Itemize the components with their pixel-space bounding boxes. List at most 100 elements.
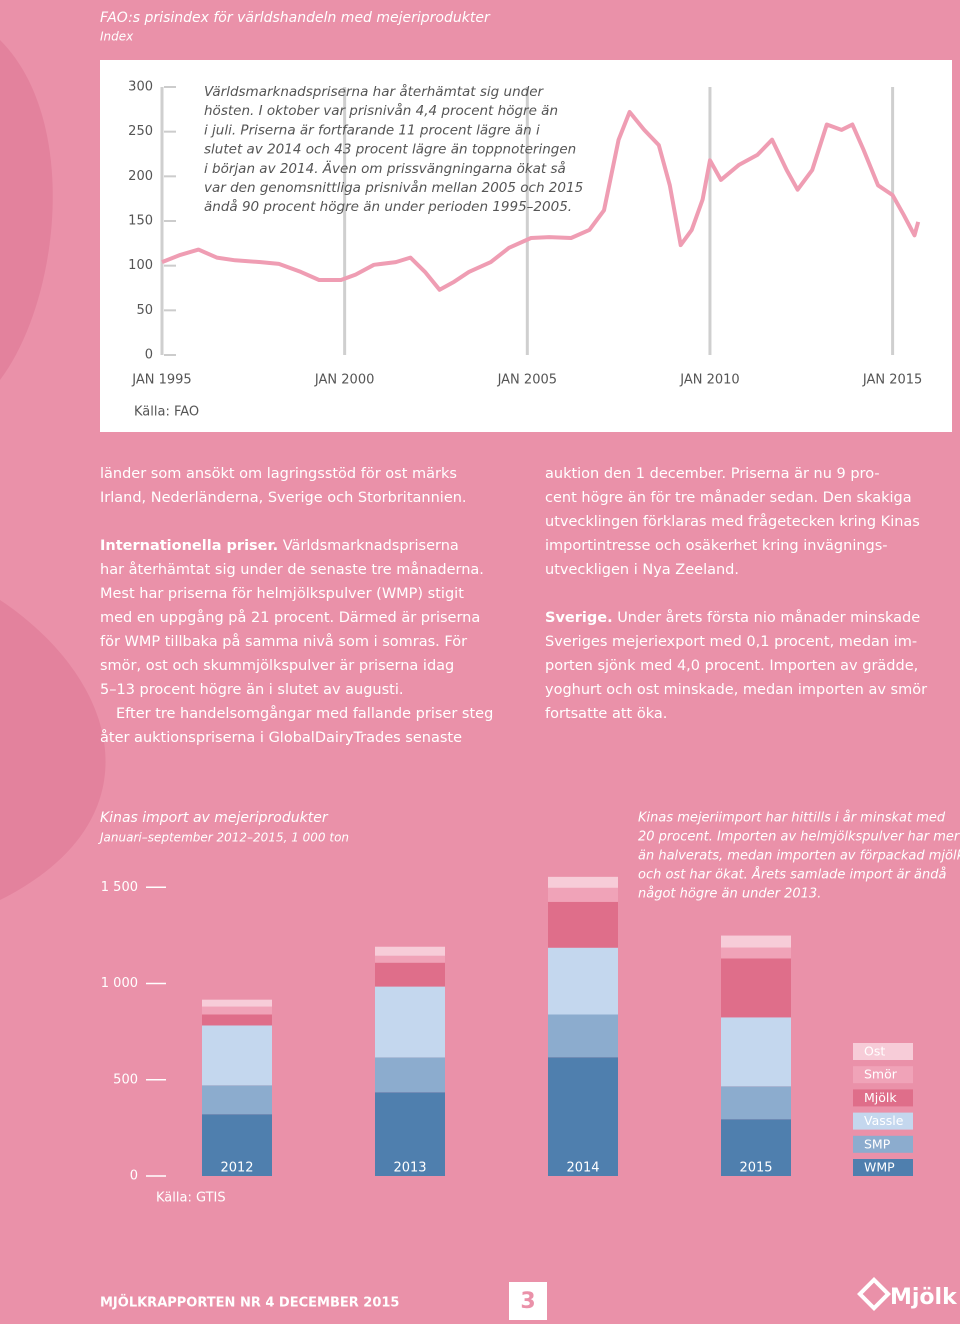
bar-segment bbox=[375, 986, 445, 1058]
page-box bbox=[509, 1282, 547, 1320]
bar-segment bbox=[721, 1119, 791, 1176]
annotation: var den genomsnittliga prisnivån mellan … bbox=[204, 179, 583, 196]
bar-segment bbox=[202, 1025, 272, 1086]
legend-swatch bbox=[853, 1159, 913, 1176]
text-line: för WMP tillbaka på samma nivå som i som… bbox=[100, 634, 468, 650]
legend-label: Vassle bbox=[864, 1113, 904, 1128]
legend-label: SMP bbox=[864, 1136, 891, 1151]
annotation: slutet av 2014 och 43 procent lägre än t… bbox=[204, 142, 576, 158]
bar-segment bbox=[202, 1114, 272, 1176]
x-tick-label: 2013 bbox=[393, 1161, 426, 1176]
annotation: något högre än under 2013. bbox=[638, 887, 821, 902]
text-line: med en uppgång på 21 procent. Därmed är … bbox=[100, 610, 481, 626]
y-tick-label: 200 bbox=[128, 169, 153, 184]
text-line: länder som ansökt om lagringsstöd för os… bbox=[100, 466, 457, 482]
text-line: auktion den 1 december. Priserna är nu 9… bbox=[545, 466, 880, 482]
legend-swatch bbox=[853, 1089, 913, 1107]
bar-segment bbox=[548, 1014, 618, 1058]
annotation: Världsmarknadspriserna har återhämtat si… bbox=[204, 83, 545, 100]
x-tick-label: JAN 2010 bbox=[679, 373, 739, 388]
y-tick-label: 250 bbox=[128, 124, 153, 139]
lead-in: Sverige. bbox=[545, 610, 613, 626]
bar-segment bbox=[548, 1057, 618, 1176]
text-line: utveckligen i Nya Zeeland. bbox=[545, 562, 739, 578]
annotation: och ost har ökat. Årets samlade import ä… bbox=[638, 867, 946, 883]
price-line bbox=[161, 110, 921, 292]
y-tick-label: 1 000 bbox=[101, 976, 138, 991]
chart-subtitle: Januari–september 2012–2015, 1 000 ton bbox=[98, 831, 349, 845]
legend-swatch bbox=[853, 1043, 913, 1060]
text-line: porten sjönk med 4,0 procent. Importen a… bbox=[545, 658, 919, 674]
text-line: importintresse och osäkerhet kring inväg… bbox=[545, 538, 888, 554]
y-tick-label: 0 bbox=[145, 348, 153, 363]
bar-segment bbox=[375, 955, 445, 963]
bar-segment bbox=[548, 887, 618, 902]
chart-title: Kinas import av mejeriprodukter bbox=[100, 810, 329, 826]
logo-text: Mjölk bbox=[890, 1285, 958, 1310]
text-line: smör, ost och skummjölkspulver är priser… bbox=[100, 658, 455, 674]
x-tick-label: JAN 2000 bbox=[314, 373, 374, 388]
text-line: Sveriges mejeriexport med 0,1 procent, m… bbox=[545, 634, 918, 650]
text: Under årets första nio månader minskade bbox=[617, 610, 921, 626]
annotation: ändå 90 procent högre än under perioden … bbox=[204, 198, 572, 215]
y-tick-label: 0 bbox=[130, 1169, 138, 1184]
text-column: auktion den 1 december. Priserna är nu 9… bbox=[545, 462, 927, 726]
source: Källa: GTIS bbox=[156, 1191, 226, 1206]
text-line: fortsatte att öka. bbox=[545, 706, 668, 722]
annotation: i början av 2014. Även om prissvängninga… bbox=[204, 159, 566, 177]
bar-segment bbox=[548, 876, 618, 888]
text-line: åter auktionspriserna i GlobalDairyTrade… bbox=[100, 730, 463, 746]
bg-shape bbox=[0, 40, 53, 380]
bar-segment bbox=[202, 1006, 272, 1015]
legend-label: Ost bbox=[864, 1044, 885, 1059]
annotation: hösten. I oktober var prisnivån 4,4 proc… bbox=[204, 102, 558, 119]
bar-segment bbox=[721, 935, 791, 948]
y-tick-label: 300 bbox=[128, 80, 153, 95]
text-line: yoghurt och ost minskade, medan importen… bbox=[545, 682, 928, 698]
y-tick-label: 1 500 bbox=[101, 880, 138, 895]
x-tick-label: JAN 2015 bbox=[862, 373, 922, 388]
legend-swatch bbox=[853, 1066, 913, 1084]
text-line: Sverige. Under årets första nio månader … bbox=[545, 606, 927, 630]
lead-in: Internationella priser. bbox=[100, 538, 279, 554]
text-line: Efter tre handelsomgångar med fallande p… bbox=[116, 706, 494, 722]
logo-icon bbox=[857, 1277, 891, 1311]
annotation: i juli. Priserna är fortfarande 11 proce… bbox=[204, 122, 540, 138]
bar-segment bbox=[202, 1014, 272, 1026]
bar-segment bbox=[375, 1092, 445, 1176]
legend-label: Smör bbox=[864, 1067, 898, 1082]
text-line: Irland, Nederländerna, Sverige och Storb… bbox=[100, 490, 467, 506]
legend-swatch bbox=[853, 1112, 913, 1130]
x-tick-label: 2012 bbox=[220, 1161, 253, 1176]
bar-segment bbox=[721, 1017, 791, 1087]
bar-segment bbox=[202, 999, 272, 1007]
text-column: länder som ansökt om lagringsstöd för os… bbox=[100, 462, 493, 750]
chart-title: FAO:s prisindex för världshandeln med me… bbox=[100, 10, 491, 26]
x-tick-label: 2014 bbox=[566, 1161, 599, 1176]
bar-segment bbox=[375, 962, 445, 987]
source: Källa: FAO bbox=[134, 405, 199, 420]
legend-label: WMP bbox=[864, 1160, 895, 1175]
text-line: cent högre än för tre månader sedan. Den… bbox=[545, 490, 912, 506]
bar-segment bbox=[721, 958, 791, 1018]
annotation: än halverats, medan importen av förpacka… bbox=[638, 849, 960, 864]
footer-title: MJÖLKRAPPORTEN NR 4 DECEMBER 2015 bbox=[100, 1295, 399, 1311]
x-tick-label: 2015 bbox=[739, 1161, 772, 1176]
annotation: Kinas mejeriimport har hittills i år min… bbox=[638, 811, 946, 826]
legend-label: Mjölk bbox=[864, 1090, 897, 1105]
text-line: Mest har priserna för helmjölkspulver (W… bbox=[100, 586, 464, 602]
bar-segment bbox=[375, 946, 445, 956]
y-tick-label: 150 bbox=[128, 214, 153, 229]
bar-segment bbox=[375, 1057, 445, 1093]
bar-segment bbox=[721, 947, 791, 959]
y-tick-label: 500 bbox=[113, 1072, 138, 1087]
bar-segment bbox=[202, 1085, 272, 1115]
bar-segment bbox=[548, 901, 618, 948]
text-line: har återhämtat sig under de senaste tre … bbox=[100, 562, 484, 578]
y-tick-label: 100 bbox=[128, 258, 153, 273]
text-line: Internationella priser. Världsmarknadspr… bbox=[100, 534, 493, 558]
bar-segment bbox=[721, 1086, 791, 1120]
x-tick-label: JAN 2005 bbox=[497, 373, 557, 388]
